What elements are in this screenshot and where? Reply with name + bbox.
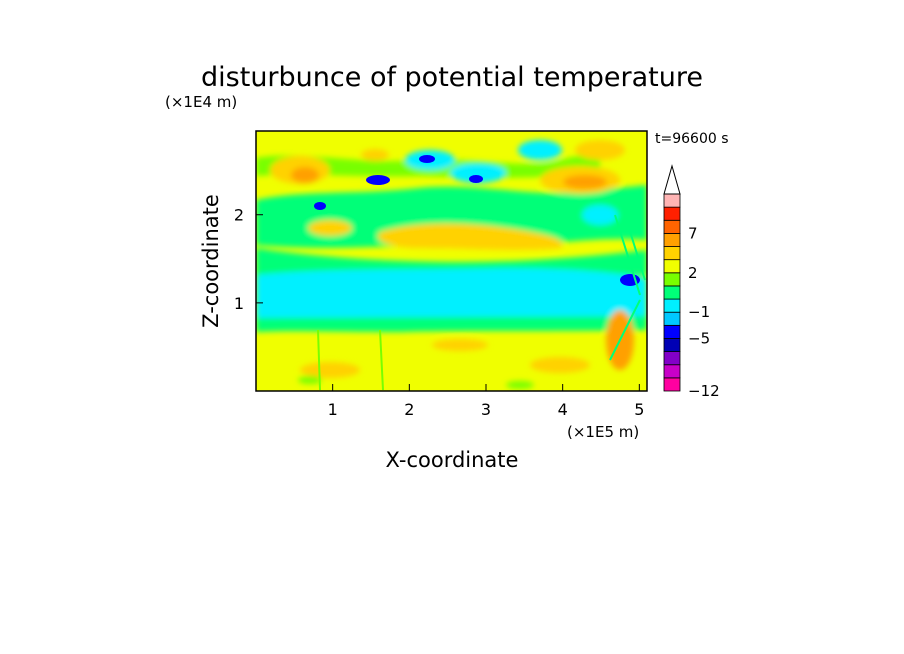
y-axis-label: Z-coordinate [199, 194, 223, 328]
colorbar-swatch [663, 259, 681, 274]
x-tick-label: 3 [481, 400, 491, 419]
x-ticks: 1 2 3 4 5 [328, 384, 644, 419]
colorbar-swatch [663, 193, 681, 208]
colorbar-swatch [663, 272, 681, 287]
colorbar-swatch [663, 298, 681, 313]
time-label: t=96600 s [655, 131, 729, 147]
colorbar: 7 2 −1 −5 −12 [663, 164, 720, 400]
field-region [432, 339, 488, 351]
colorbar-extend-arrow [663, 164, 681, 195]
colorbar-tick-label: −5 [688, 329, 710, 347]
field-region [506, 381, 534, 389]
field-region [575, 140, 625, 160]
colorbar-tick-label: −1 [688, 303, 710, 321]
x-tick-label: 1 [328, 400, 338, 419]
colorbar-swatch [663, 338, 681, 353]
field-region [256, 316, 647, 332]
field-region [361, 149, 389, 161]
plot-frame [255, 130, 648, 392]
chart-title: disturbunce of potential temperature [201, 62, 703, 93]
field-region [377, 223, 563, 250]
field-streak [609, 214, 646, 361]
field-region [563, 175, 607, 189]
x-tick-label: 2 [404, 400, 414, 419]
field-core [469, 175, 483, 183]
colorbar-swatch [663, 324, 681, 339]
y-ticks: 12 [234, 206, 263, 313]
colorbar-tick-label: 7 [688, 224, 698, 242]
colorbar-swatch [663, 285, 681, 300]
field-region [256, 268, 647, 323]
colorbar-swatch [663, 246, 681, 261]
field-core [314, 202, 326, 210]
colorbar-swatch [663, 311, 681, 326]
field-region [518, 140, 562, 160]
colorbar-swatch [663, 351, 681, 366]
y-tick-label: 1 [234, 294, 244, 313]
x-axis-label: X-coordinate [386, 448, 519, 472]
colorbar-swatch [663, 219, 681, 234]
field-region [450, 163, 506, 183]
x-tick-label: 5 [634, 400, 644, 419]
colorbar-swatch [663, 206, 681, 221]
colorbar-tick-label: 2 [688, 264, 698, 282]
field-region [530, 357, 590, 373]
field-region [256, 248, 647, 275]
y-tick-label: 2 [234, 206, 244, 225]
colorbar-swatch [663, 377, 681, 392]
y-unit-label: (×1E4 m) [165, 93, 237, 111]
field-region [308, 220, 352, 236]
field-core [419, 155, 435, 163]
colorbar-tick-label: −12 [688, 382, 720, 400]
field-region [300, 362, 360, 378]
field-core [366, 175, 390, 185]
colorbar-swatch [663, 232, 681, 247]
field-region [582, 205, 618, 225]
x-tick-label: 4 [558, 400, 568, 419]
field-streak [317, 329, 384, 391]
field-region [291, 167, 319, 183]
field-region [256, 185, 647, 248]
colorbar-swatch [663, 364, 681, 379]
x-unit-label: (×1E5 m) [567, 423, 639, 441]
field-region [298, 376, 322, 384]
